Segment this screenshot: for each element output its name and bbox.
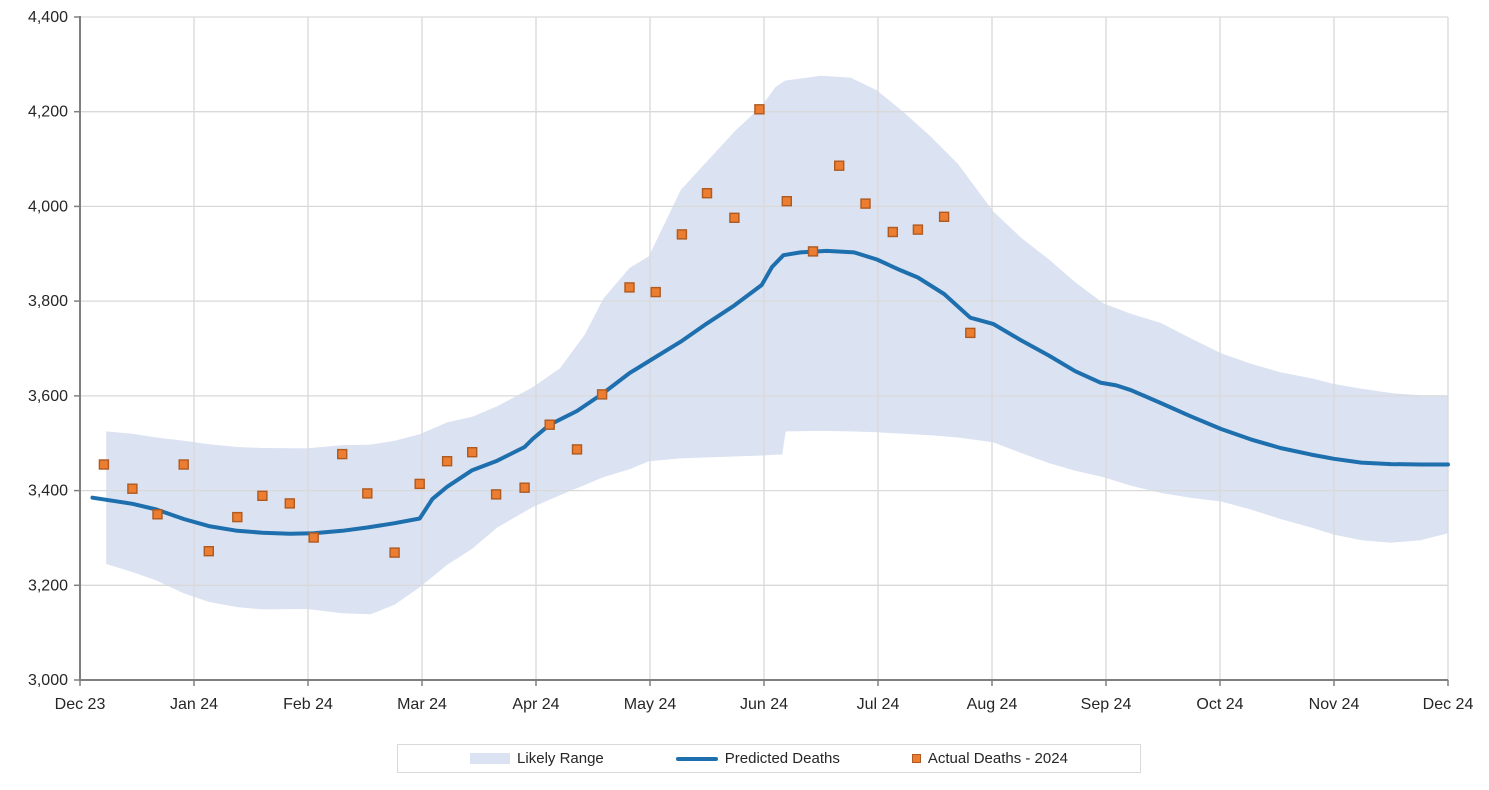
actual-deaths-point [887, 226, 898, 238]
actual-deaths-point [257, 490, 268, 501]
chart-legend: Likely Range Predicted Deaths Actual Dea… [397, 744, 1141, 773]
actual-deaths-point [650, 286, 661, 298]
actual-deaths-point [860, 198, 871, 209]
x-axis-tick-label: Dec 23 [55, 696, 106, 713]
actual-deaths-point [624, 282, 635, 293]
actual-deaths-point [965, 327, 976, 339]
y-axis-tick-label: 4,400 [28, 9, 68, 26]
axis-labels: 3,000 3,200 3,400 3,600 3,800 4,000 4,200 4,400… [28, 9, 1473, 713]
actual-deaths-point [834, 160, 845, 171]
gridlines [80, 16, 1449, 680]
y-axis-tick-label: 3,400 [28, 483, 68, 500]
actual-deaths-point [807, 246, 819, 257]
x-axis-tick-label: Aug 24 [967, 696, 1018, 713]
y-axis-tick-label: 3,000 [28, 672, 68, 689]
actual-deaths-point [152, 509, 163, 520]
actual-deaths-swatch [911, 754, 921, 763]
likely-range-swatch [470, 753, 511, 764]
y-axis-tick-label: 3,200 [28, 577, 68, 594]
actual-deaths-point [571, 444, 583, 455]
actual-deaths-point [337, 448, 348, 460]
predicted-deaths-swatch [675, 756, 718, 761]
x-axis-tick-label: Oct 24 [1196, 696, 1243, 713]
x-axis-tick-label: May 24 [624, 696, 677, 713]
actual-deaths-point [389, 547, 400, 558]
y-axis-tick-label: 4,200 [28, 104, 68, 121]
actual-deaths-point [362, 488, 373, 499]
actual-deaths-point [203, 546, 215, 557]
actual-deaths-point [284, 498, 295, 509]
actual-deaths-point [232, 511, 243, 523]
actual-deaths-point [490, 489, 502, 500]
actual-deaths-point [729, 212, 740, 224]
actual-deaths-point [781, 195, 792, 207]
y-axis-tick-label: 3,600 [28, 388, 68, 405]
actual-deaths-point [441, 456, 453, 467]
actual-deaths-point [701, 187, 713, 199]
actual-deaths-point [178, 459, 189, 470]
actual-deaths-point [414, 478, 425, 490]
actual-deaths-point [308, 532, 319, 543]
actual-deaths-point [127, 483, 138, 494]
x-axis-tick-label: Jan 24 [170, 696, 218, 713]
actual-deaths-point [544, 419, 555, 430]
y-axis-tick-label: 3,800 [28, 293, 68, 310]
axes [74, 16, 1449, 686]
actual-deaths-points [98, 104, 976, 558]
actual-deaths-point [519, 482, 530, 493]
legend-label-predicted-deaths: Predicted Deaths [724, 750, 840, 767]
x-axis-tick-label: Dec 24 [1423, 696, 1474, 713]
x-axis-tick-label: Jun 24 [740, 696, 788, 713]
legend-label-actual-deaths: Actual Deaths - 2024 [927, 750, 1068, 767]
actual-deaths-point [676, 229, 688, 240]
legend-item-likely-range: Likely Range [470, 750, 604, 767]
y-axis-tick-label: 4,000 [28, 198, 68, 215]
predicted-deaths-line [90, 248, 1450, 536]
actual-deaths-point [596, 389, 608, 400]
actual-deaths-point [467, 447, 478, 458]
actual-deaths-point [938, 211, 950, 223]
actual-deaths-point [754, 104, 765, 115]
x-axis-tick-label: Mar 24 [397, 696, 447, 713]
x-axis-tick-label: Apr 24 [512, 696, 559, 713]
x-axis-tick-label: Nov 24 [1309, 696, 1360, 713]
actual-deaths-point [98, 459, 110, 470]
actual-deaths-point [912, 224, 924, 235]
likely-range-area [106, 75, 1449, 615]
legend-item-actual-deaths: Actual Deaths - 2024 [911, 750, 1068, 767]
x-axis-tick-label: Sep 24 [1081, 696, 1132, 713]
x-axis-tick-label: Jul 24 [857, 696, 900, 713]
legend-label-likely-range: Likely Range [517, 750, 604, 767]
legend-item-predicted-deaths: Predicted Deaths [675, 750, 840, 767]
x-axis-tick-label: Feb 24 [283, 696, 333, 713]
